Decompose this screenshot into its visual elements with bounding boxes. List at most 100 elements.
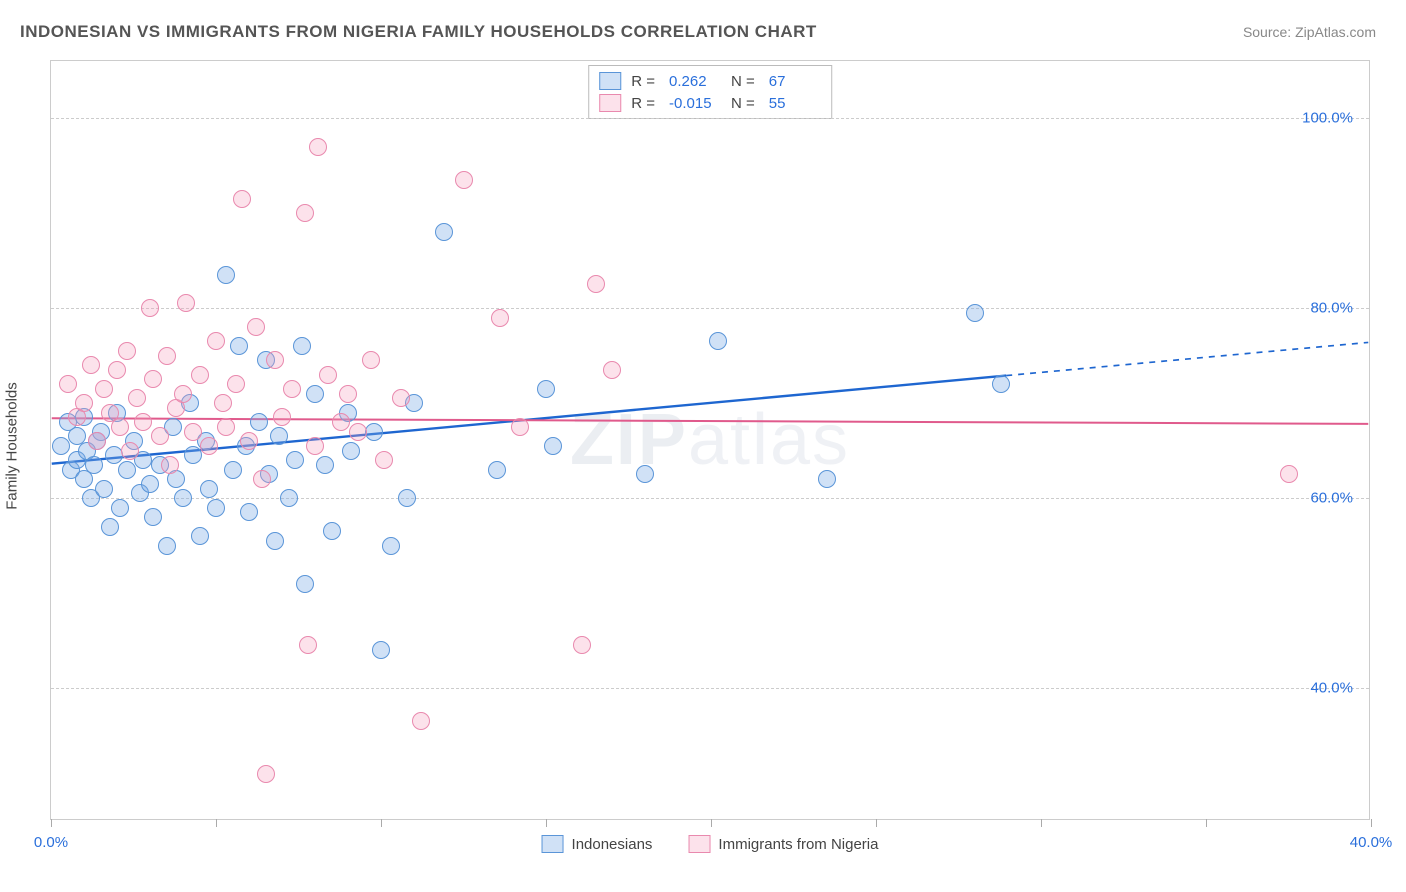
legend-swatch-icon [688,835,710,853]
scatter-point [319,366,337,384]
legend-n-value: 67 [765,73,821,90]
scatter-point [121,442,139,460]
scatter-point [309,138,327,156]
scatter-point [573,636,591,654]
scatter-point [75,394,93,412]
scatter-point [603,361,621,379]
legend-stats: R = 0.262 N = 67 R = -0.015 N = 55 [588,65,832,119]
scatter-point [105,446,123,464]
scatter-point [217,266,235,284]
scatter-point [362,351,380,369]
x-tick [381,819,382,827]
scatter-point [818,470,836,488]
legend-r-value: -0.015 [665,95,721,112]
scatter-point [174,385,192,403]
legend-r-value: 0.262 [665,73,721,90]
x-tick [546,819,547,827]
scatter-point [296,204,314,222]
scatter-point [200,437,218,455]
scatter-point [435,223,453,241]
legend-stats-row: R = 0.262 N = 67 [599,70,821,92]
scatter-point [544,437,562,455]
scatter-point [286,451,304,469]
legend-item: Indonesians [542,835,653,853]
scatter-point [537,380,555,398]
legend-item: Immigrants from Nigeria [688,835,878,853]
scatter-point [491,309,509,327]
scatter-point [191,527,209,545]
scatter-point [174,489,192,507]
scatter-point [151,427,169,445]
scatter-point [992,375,1010,393]
scatter-point [455,171,473,189]
scatter-point [108,361,126,379]
chart-title: INDONESIAN VS IMMIGRANTS FROM NIGERIA FA… [20,22,817,42]
y-axis-title: Family Households [4,382,21,510]
scatter-point [184,446,202,464]
scatter-point [349,423,367,441]
x-tick [51,819,52,827]
x-tick [1371,819,1372,827]
scatter-point [214,394,232,412]
scatter-point [217,418,235,436]
scatter-point [636,465,654,483]
x-tick-label: 0.0% [34,834,68,851]
scatter-point [85,456,103,474]
scatter-point [224,461,242,479]
legend-swatch-icon [599,94,621,112]
scatter-point [177,294,195,312]
scatter-point [587,275,605,293]
scatter-point [101,518,119,536]
scatter-point [316,456,334,474]
plot-area: ZIPatlas R = 0.262 N = 67 R = -0.015 N =… [50,60,1370,820]
legend-n-value: 55 [765,95,821,112]
x-tick [876,819,877,827]
scatter-point [184,423,202,441]
scatter-point [306,385,324,403]
scatter-point [141,475,159,493]
scatter-point [392,389,410,407]
scatter-point [144,508,162,526]
scatter-point [323,522,341,540]
scatter-point [283,380,301,398]
gridline [51,498,1369,499]
scatter-point [207,332,225,350]
scatter-point [257,765,275,783]
legend-label: Indonesians [572,836,653,853]
legend-swatch-icon [542,835,564,853]
scatter-point [266,532,284,550]
y-tick-label: 60.0% [1310,490,1353,507]
x-tick-label: 40.0% [1350,834,1393,851]
x-tick [1041,819,1042,827]
legend-stats-row: R = -0.015 N = 55 [599,92,821,114]
x-tick [216,819,217,827]
scatter-point [95,480,113,498]
source-label: Source: ZipAtlas.com [1243,24,1376,40]
scatter-point [240,432,258,450]
scatter-point [144,370,162,388]
scatter-point [372,641,390,659]
scatter-point [339,385,357,403]
y-tick-label: 100.0% [1302,110,1353,127]
scatter-point [342,442,360,460]
scatter-point [1280,465,1298,483]
scatter-point [488,461,506,479]
scatter-point [511,418,529,436]
scatter-point [118,461,136,479]
scatter-point [95,380,113,398]
scatter-point [230,337,248,355]
scatter-point [253,470,271,488]
scatter-point [250,413,268,431]
scatter-point [266,351,284,369]
scatter-point [111,499,129,517]
scatter-point [59,375,77,393]
scatter-point [709,332,727,350]
scatter-point [240,503,258,521]
legend-label: Immigrants from Nigeria [718,836,878,853]
scatter-point [247,318,265,336]
legend-swatch-icon [599,72,621,90]
scatter-point [375,451,393,469]
scatter-point [158,347,176,365]
scatter-point [412,712,430,730]
legend-series: Indonesians Immigrants from Nigeria [542,835,879,853]
